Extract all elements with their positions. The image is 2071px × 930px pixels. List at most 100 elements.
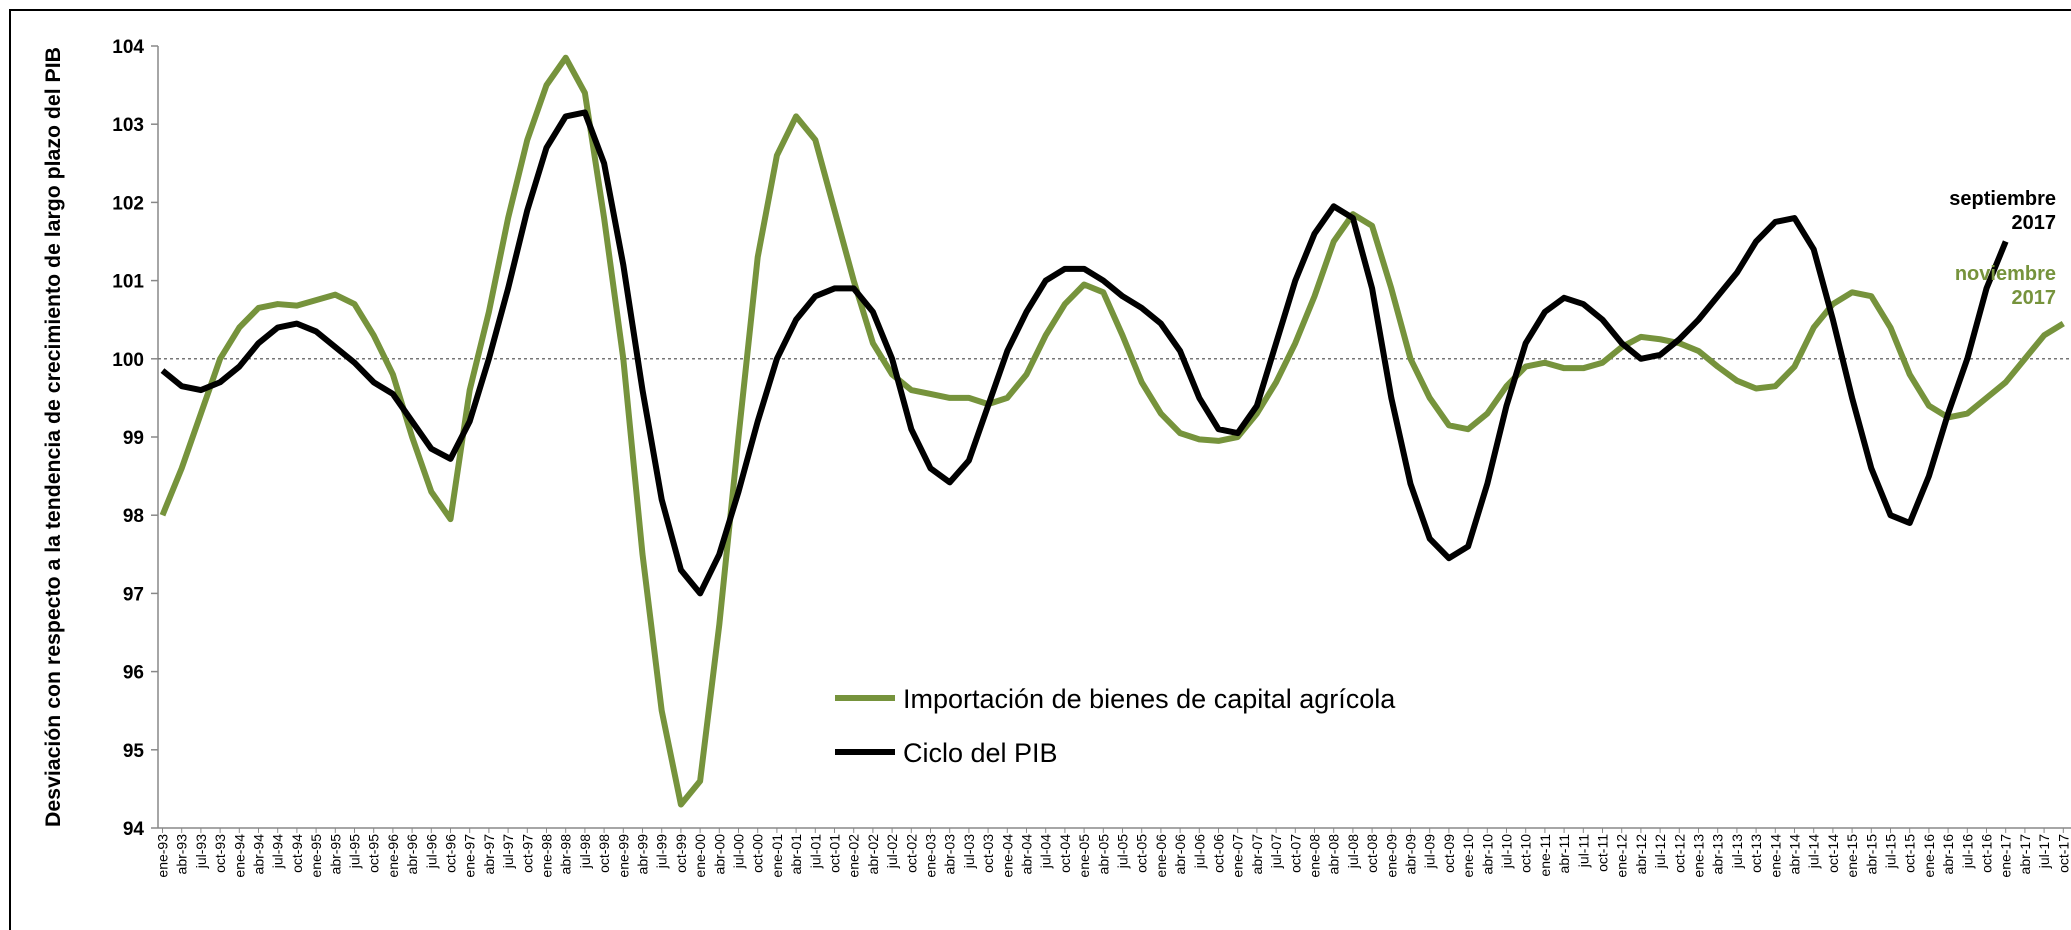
legend-label: Importación de bienes de capital agrícol… <box>903 684 1396 714</box>
x-tick-label: oct-01 <box>827 834 843 873</box>
annotation-line: 2017 <box>2012 212 2057 234</box>
series-line <box>160 109 2009 597</box>
y-tick-label: 103 <box>112 115 144 136</box>
x-tick-label: jul-96 <box>423 834 439 869</box>
x-tick-label: oct-96 <box>443 834 459 873</box>
x-tick-label: ene-05 <box>1076 834 1092 878</box>
x-tick-label: ene-99 <box>615 834 631 878</box>
x-tick-label: jul-00 <box>731 834 747 869</box>
x-tick-label: jul-05 <box>1115 834 1131 869</box>
y-tick-label: 101 <box>112 272 144 293</box>
annotation-line: 2017 <box>2012 287 2057 309</box>
x-tick-label: abr-13 <box>1710 834 1726 875</box>
x-tick-label: oct-08 <box>1364 834 1380 873</box>
x-tick-label: jul-01 <box>807 834 823 869</box>
x-tick-label: abr-01 <box>788 834 804 875</box>
x-tick-label: oct-06 <box>1211 834 1227 873</box>
x-tick-label: abr-03 <box>942 834 958 875</box>
chart-border <box>9 9 2071 930</box>
x-tick-label: ene-15 <box>1844 834 1860 878</box>
annotation: noviembre 2017 <box>1955 263 2056 309</box>
x-tick-label: abr-08 <box>1326 834 1342 875</box>
x-tick-label: oct-17 <box>2055 834 2071 873</box>
x-tick-label: oct-94 <box>289 834 305 873</box>
x-tick-label: ene-97 <box>462 834 478 878</box>
x-tick-label: ene-09 <box>1383 834 1399 878</box>
x-tick-label: ene-94 <box>231 834 247 878</box>
x-tick-label: abr-93 <box>174 834 190 875</box>
x-tick-label: abr-11 <box>1556 834 1572 874</box>
x-tick-label: ene-14 <box>1767 834 1783 878</box>
x-tick-label: abr-12 <box>1633 834 1649 875</box>
x-tick-label: oct-11 <box>1595 834 1611 872</box>
x-tick-label: oct-95 <box>366 834 382 873</box>
x-tick-label: ene-02 <box>846 834 862 878</box>
series-line <box>159 54 2065 808</box>
x-tick-label: abr-04 <box>1019 834 1035 875</box>
x-tick-label: ene-96 <box>385 834 401 878</box>
x-tick-label: oct-16 <box>1979 834 1995 873</box>
y-tick-label: 97 <box>123 584 144 605</box>
x-tick-label: jul-09 <box>1422 834 1438 869</box>
x-tick-label: ene-98 <box>539 834 555 878</box>
x-tick-label: abr-14 <box>1787 834 1803 875</box>
x-tick-label: oct-00 <box>750 834 766 873</box>
x-tick-label: oct-02 <box>903 834 919 873</box>
x-tick-label: ene-07 <box>1230 834 1246 878</box>
x-tick-label: ene-12 <box>1614 834 1630 878</box>
x-tick-label: jul-16 <box>1959 834 1975 869</box>
x-tick-label: jul-97 <box>500 834 516 869</box>
x-tick-label: oct-13 <box>1748 834 1764 873</box>
x-tick-label: abr-16 <box>1940 834 1956 875</box>
x-tick-label: ene-17 <box>1998 834 2014 878</box>
x-tick-label: ene-95 <box>308 834 324 878</box>
x-tick-label: oct-99 <box>673 834 689 873</box>
x-tick-label: jul-07 <box>1268 834 1284 869</box>
x-tick-label: oct-03 <box>980 834 996 873</box>
x-tick-label: oct-97 <box>519 834 535 873</box>
x-tick-label: ene-10 <box>1460 834 1476 878</box>
x-tick-label: ene-01 <box>769 834 785 878</box>
x-tick-label: ene-13 <box>1691 834 1707 878</box>
x-tick-label: ene-93 <box>155 834 171 878</box>
x-tick-label: jul-06 <box>1191 834 1207 869</box>
x-tick-label: jul-15 <box>1883 834 1899 869</box>
y-tick-label: 95 <box>123 741 145 762</box>
x-tick-label: jul-02 <box>884 834 900 869</box>
x-tick-label: abr-99 <box>635 834 651 875</box>
x-tick-label: ene-08 <box>1307 834 1323 878</box>
x-tick-label: oct-98 <box>596 834 612 873</box>
x-tick-label: abr-15 <box>1863 834 1879 875</box>
x-tick-label: jul-11 <box>1575 834 1591 868</box>
x-tick-label: jul-12 <box>1652 834 1668 869</box>
y-tick-label: 102 <box>112 193 144 214</box>
x-tick-label: ene-16 <box>1921 834 1937 878</box>
x-tick-label: abr-07 <box>1249 834 1265 875</box>
y-tick-label: 98 <box>123 506 144 527</box>
annotation-line: septiembre <box>1949 188 2056 210</box>
x-tick-label: oct-09 <box>1441 834 1457 873</box>
x-tick-label: abr-96 <box>404 834 420 875</box>
y-axis-label: Desviación con respecto a la tendencia d… <box>42 47 65 827</box>
x-tick-label: jul-93 <box>193 834 209 869</box>
y-tick-label: 104 <box>112 37 144 58</box>
x-tick-label: oct-10 <box>1518 834 1534 873</box>
x-tick-label: abr-00 <box>711 834 727 875</box>
y-tick-label: 100 <box>112 350 144 371</box>
x-tick-label: abr-94 <box>251 834 267 875</box>
x-tick-label: abr-06 <box>1172 834 1188 875</box>
annotation-line: noviembre <box>1955 263 2056 285</box>
x-tick-label: jul-99 <box>654 834 670 869</box>
x-tick-label: abr-97 <box>481 834 497 875</box>
x-tick-label: oct-12 <box>1671 834 1687 873</box>
x-tick-label: jul-04 <box>1038 834 1054 869</box>
x-tick-label: abr-05 <box>1095 834 1111 875</box>
x-tick-label: oct-15 <box>1902 834 1918 873</box>
x-tick-label: abr-10 <box>1479 834 1495 875</box>
x-tick-label: oct-04 <box>1057 834 1073 873</box>
x-tick-label: abr-95 <box>327 834 343 875</box>
x-tick-label: abr-09 <box>1403 834 1419 875</box>
x-tick-label: oct-05 <box>1134 834 1150 873</box>
x-tick-label: oct-07 <box>1287 834 1303 873</box>
